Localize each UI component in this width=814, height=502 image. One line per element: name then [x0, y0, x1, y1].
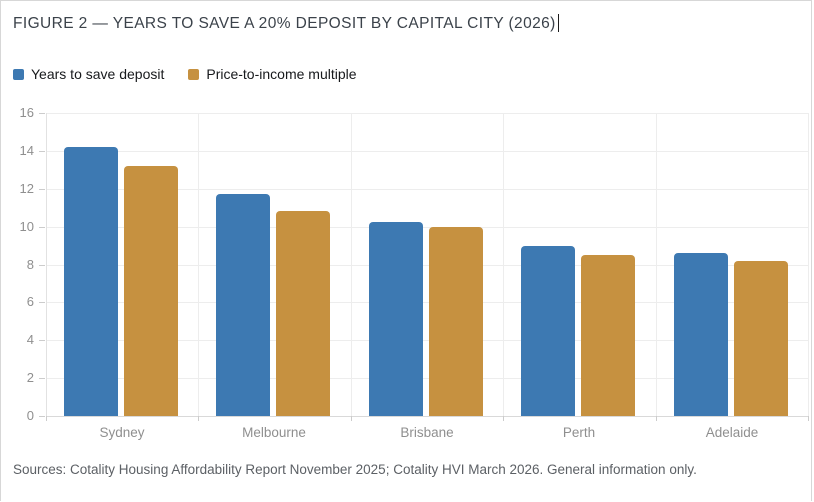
- figure-title[interactable]: FIGURE 2 — YEARS TO SAVE A 20% DEPOSIT B…: [13, 15, 556, 32]
- y-axis-label: 6: [26, 294, 34, 309]
- x-axis-tick: [808, 416, 809, 421]
- legend-swatch-icon: [13, 68, 24, 80]
- legend-item-price-to-income-multiple[interactable]: Price-to-income multiple: [188, 66, 357, 82]
- bar-brisbane-price-to-income[interactable]: [429, 227, 483, 416]
- gridline: [46, 113, 808, 114]
- bar-melbourne-price-to-income[interactable]: [276, 211, 330, 416]
- gridline: [46, 189, 808, 190]
- y-axis-tick: [39, 302, 45, 303]
- gridline: [503, 113, 504, 416]
- y-axis-label: 12: [19, 181, 34, 196]
- x-axis-tick: [46, 416, 47, 421]
- bar-adelaide-price-to-income[interactable]: [734, 261, 788, 416]
- y-axis-label: 0: [26, 408, 34, 423]
- gridline: [46, 227, 808, 228]
- source-note: Sources: Cotality Housing Affordability …: [13, 462, 697, 477]
- figure-title-row: FIGURE 2 — YEARS TO SAVE A 20% DEPOSIT B…: [13, 14, 560, 33]
- y-axis-tick: [39, 378, 45, 379]
- y-axis-label: 14: [19, 143, 34, 158]
- legend-item-years-to-save-deposit[interactable]: Years to save deposit: [13, 66, 164, 82]
- gridline: [46, 340, 808, 341]
- text-cursor: [557, 14, 560, 32]
- y-axis-label: 16: [19, 105, 34, 120]
- y-axis-label: 8: [26, 257, 34, 272]
- legend-label: Years to save deposit: [31, 66, 165, 82]
- gridline: [46, 416, 808, 417]
- x-axis-tick: [503, 416, 504, 421]
- gridline: [656, 113, 657, 416]
- y-axis-tick: [39, 189, 45, 190]
- gridline: [46, 113, 47, 416]
- bar-sydney-years-to-save[interactable]: [64, 147, 118, 416]
- x-axis-tick: [656, 416, 657, 421]
- bar-sydney-price-to-income[interactable]: [124, 166, 178, 416]
- bar-adelaide-years-to-save[interactable]: [674, 253, 728, 416]
- gridline: [46, 265, 808, 266]
- y-axis-label: 4: [26, 332, 34, 347]
- chart-legend: Years to save deposit Price-to-income mul…: [13, 66, 357, 82]
- y-axis-tick: [39, 227, 45, 228]
- bar-brisbane-years-to-save[interactable]: [369, 222, 423, 416]
- x-axis-tick: [198, 416, 199, 421]
- gridline: [351, 113, 352, 416]
- bar-melbourne-years-to-save[interactable]: [216, 194, 270, 416]
- gridline: [46, 378, 808, 379]
- gridline: [198, 113, 199, 416]
- legend-label: Price-to-income multiple: [206, 66, 357, 82]
- y-axis-tick: [39, 416, 45, 417]
- x-axis-label: Brisbane: [400, 425, 454, 440]
- gridline: [46, 151, 808, 152]
- bar-perth-price-to-income[interactable]: [581, 255, 635, 416]
- gridline: [808, 113, 809, 416]
- x-axis-label: Sydney: [99, 425, 145, 440]
- y-axis-label: 10: [19, 219, 34, 234]
- x-axis-label: Adelaide: [705, 425, 759, 440]
- y-axis-label: 2: [26, 370, 34, 385]
- y-axis-tick: [39, 151, 45, 152]
- legend-swatch-icon: [188, 68, 200, 80]
- y-axis-tick: [39, 113, 45, 114]
- x-axis-label: Melbourne: [242, 425, 306, 440]
- gridline: [46, 302, 808, 303]
- bar-perth-years-to-save[interactable]: [521, 246, 575, 416]
- y-axis-tick: [39, 340, 45, 341]
- x-axis-tick: [351, 416, 352, 421]
- x-axis-label: Perth: [562, 425, 596, 440]
- y-axis-tick: [39, 265, 45, 266]
